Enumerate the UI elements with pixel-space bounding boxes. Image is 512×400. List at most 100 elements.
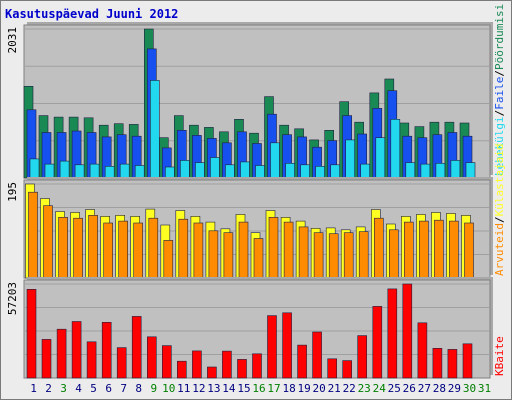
legend-entry: Külastajaid [493, 144, 506, 217]
bar [192, 350, 202, 379]
bar [237, 359, 247, 379]
bar [195, 162, 205, 179]
bar [59, 160, 70, 179]
bar [147, 336, 157, 379]
bar [44, 163, 55, 179]
bar [193, 222, 204, 279]
day-label: 2 [45, 382, 52, 395]
bar [118, 220, 128, 279]
bar [345, 139, 356, 179]
day-label: 9 [150, 382, 157, 395]
day-label: 20 [312, 382, 325, 395]
bar [131, 316, 142, 379]
bar [74, 164, 85, 179]
panel-middle: 195 Arvuteid/Külastajaid [6, 144, 506, 279]
day-label: 14 [222, 382, 236, 395]
day-label: 29 [448, 382, 461, 395]
bar [180, 160, 190, 179]
bar [41, 339, 52, 379]
day-label: 6 [105, 382, 112, 395]
bar [252, 353, 262, 379]
bar [298, 226, 309, 279]
bar [253, 238, 264, 279]
bar [177, 360, 187, 379]
bar [223, 232, 234, 279]
bar [417, 322, 428, 379]
day-label: 12 [192, 382, 205, 395]
bar [207, 366, 217, 379]
day-label: 1 [30, 382, 37, 395]
bar [267, 315, 277, 379]
bar [283, 221, 294, 279]
bar [178, 218, 189, 279]
bar [28, 191, 38, 279]
bar [330, 164, 341, 179]
bar [238, 221, 249, 279]
bar [360, 163, 371, 179]
day-label: 23 [358, 382, 371, 395]
bar [313, 232, 324, 279]
bar [165, 166, 175, 179]
day-label: 7 [120, 382, 127, 395]
bar [328, 233, 339, 279]
day-label: 21 [328, 382, 341, 395]
day-label: 27 [418, 382, 431, 395]
bar [465, 162, 476, 179]
bar [390, 119, 401, 179]
bar [327, 358, 338, 379]
day-label: 5 [90, 382, 97, 395]
bar [116, 347, 127, 379]
day-label: 16 [252, 382, 265, 395]
bar [464, 222, 474, 279]
bar [449, 220, 459, 279]
bar [58, 217, 68, 279]
bar [342, 360, 353, 379]
bar [210, 157, 220, 179]
day-label: 11 [177, 382, 190, 395]
bar [134, 165, 145, 179]
bar [119, 163, 130, 179]
bar [148, 217, 159, 279]
legend-separator: / [493, 70, 506, 77]
bar [133, 222, 143, 279]
legend-entry: Lehekülgi [493, 116, 506, 176]
bar [450, 160, 461, 179]
bar [104, 166, 115, 179]
bar [162, 345, 172, 379]
bar [71, 321, 82, 379]
legend-entry: KBaite [493, 336, 506, 376]
bar [268, 217, 279, 279]
series-KBaite [26, 283, 473, 379]
panel-bottom: 57203 KBaite [6, 277, 506, 379]
day-label: 30 [463, 382, 476, 395]
day-label: 25 [388, 382, 401, 395]
bar [434, 219, 444, 279]
y-max-label: 2031 [6, 27, 19, 54]
bar [372, 306, 383, 379]
day-label: 31 [478, 382, 491, 395]
bar [315, 166, 325, 179]
day-label: 26 [403, 382, 416, 395]
bar [222, 350, 232, 379]
bar [208, 230, 219, 279]
bar [462, 343, 473, 379]
day-label: 28 [433, 382, 446, 395]
bar [103, 222, 113, 279]
bar [101, 321, 112, 379]
bar [435, 163, 446, 179]
legend-separator: / [493, 110, 506, 117]
bar [26, 288, 37, 379]
day-label: 10 [162, 382, 175, 395]
day-label: 15 [237, 382, 250, 395]
bar [86, 341, 97, 379]
day-label: 8 [135, 382, 142, 395]
bar [420, 163, 431, 179]
bar [29, 158, 40, 179]
day-label: 19 [297, 382, 310, 395]
y-max-label: 57203 [6, 282, 19, 315]
bar [447, 349, 458, 379]
bar [357, 335, 368, 379]
bar [402, 283, 413, 379]
bar [282, 312, 292, 379]
